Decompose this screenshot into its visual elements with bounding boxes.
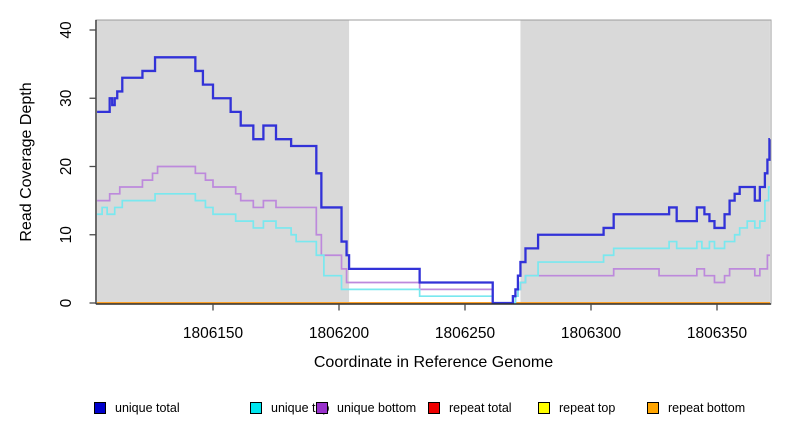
y-tick-label: 40 bbox=[58, 21, 75, 39]
series-group bbox=[97, 56, 771, 304]
legend-swatch bbox=[647, 402, 659, 414]
legend-swatch bbox=[94, 402, 106, 414]
legend-swatch bbox=[538, 402, 550, 414]
legend-label: repeat bottom bbox=[668, 401, 746, 415]
x-tick-label: 1806300 bbox=[561, 325, 622, 342]
y-tick-label: 0 bbox=[58, 298, 75, 307]
x-tick-label: 1806350 bbox=[687, 325, 748, 342]
x-tick-label: 1806250 bbox=[435, 325, 496, 342]
series-unique-bottom bbox=[97, 165, 770, 304]
y-tick-label: 30 bbox=[58, 89, 75, 107]
x-axis-title: Coordinate in Reference Genome bbox=[314, 354, 553, 371]
legend-item-repeat-top: repeat top bbox=[538, 401, 615, 415]
shaded-region bbox=[520, 20, 770, 304]
legend-swatch bbox=[250, 402, 262, 414]
legend: unique total unique top unique bottom repea… bbox=[0, 399, 792, 423]
legend-label: unique top bbox=[271, 401, 330, 415]
legend-swatch bbox=[316, 402, 328, 414]
x-tick-label: 1806200 bbox=[309, 325, 370, 342]
legend-label: repeat total bbox=[449, 401, 512, 415]
legend-label: repeat top bbox=[559, 401, 616, 415]
shaded-region bbox=[97, 20, 350, 304]
legend-item-unique-total: unique total bbox=[94, 401, 180, 415]
legend-label: unique bottom bbox=[337, 401, 417, 415]
series-unique-total bbox=[97, 56, 771, 304]
legend-item-repeat-total: repeat total bbox=[428, 401, 512, 415]
legend-label: unique total bbox=[115, 401, 180, 415]
legend-item-unique-top: unique top bbox=[250, 401, 329, 415]
y-axis-title: Read Coverage Depth bbox=[18, 82, 35, 241]
x-tick-label: 1806150 bbox=[183, 325, 244, 342]
legend-swatch bbox=[428, 402, 440, 414]
y-tick-label: 10 bbox=[58, 226, 75, 244]
y-tick-label: 20 bbox=[58, 158, 75, 176]
legend-item-unique-bottom: unique bottom bbox=[316, 401, 416, 415]
legend-item-repeat-bottom: repeat bottom bbox=[647, 401, 745, 415]
series-unique-top bbox=[97, 186, 770, 304]
